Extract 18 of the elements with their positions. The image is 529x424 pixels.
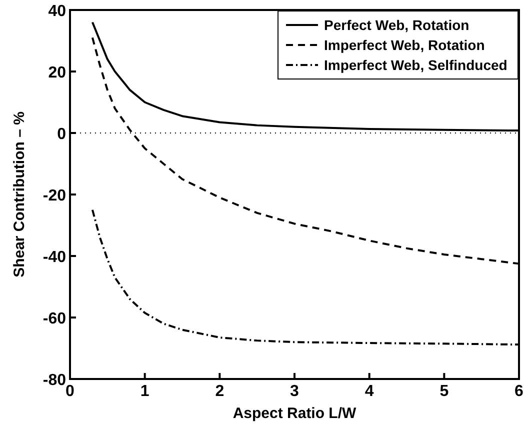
x-axis-title: Aspect Ratio L/W — [232, 405, 358, 422]
y-tick-label: 40 — [48, 3, 66, 20]
y-tick-label: -20 — [42, 188, 66, 204]
x-tick-label: 3 — [290, 383, 300, 400]
y-tick-label: -60 — [42, 310, 66, 328]
y-axis-title: Shear Contribution – % — [11, 112, 28, 278]
x-tick-label: 5 — [440, 383, 449, 400]
legend-label: Imperfect Web, Rotation — [324, 37, 485, 53]
y-tick-label: 20 — [48, 64, 66, 82]
legend-label: Imperfect Web, Selfinduced — [324, 57, 508, 73]
y-tick-label: -40 — [42, 249, 66, 266]
x-tick-label: 4 — [364, 383, 374, 400]
y-tick-label: -80 — [42, 372, 66, 389]
x-tick-label: 6 — [514, 383, 524, 400]
y-tick-label: 0 — [57, 126, 66, 143]
x-tick-label: 1 — [140, 383, 150, 400]
x-tick-label: 2 — [215, 383, 224, 400]
legend-label: Perfect Web, Rotation — [324, 17, 470, 33]
